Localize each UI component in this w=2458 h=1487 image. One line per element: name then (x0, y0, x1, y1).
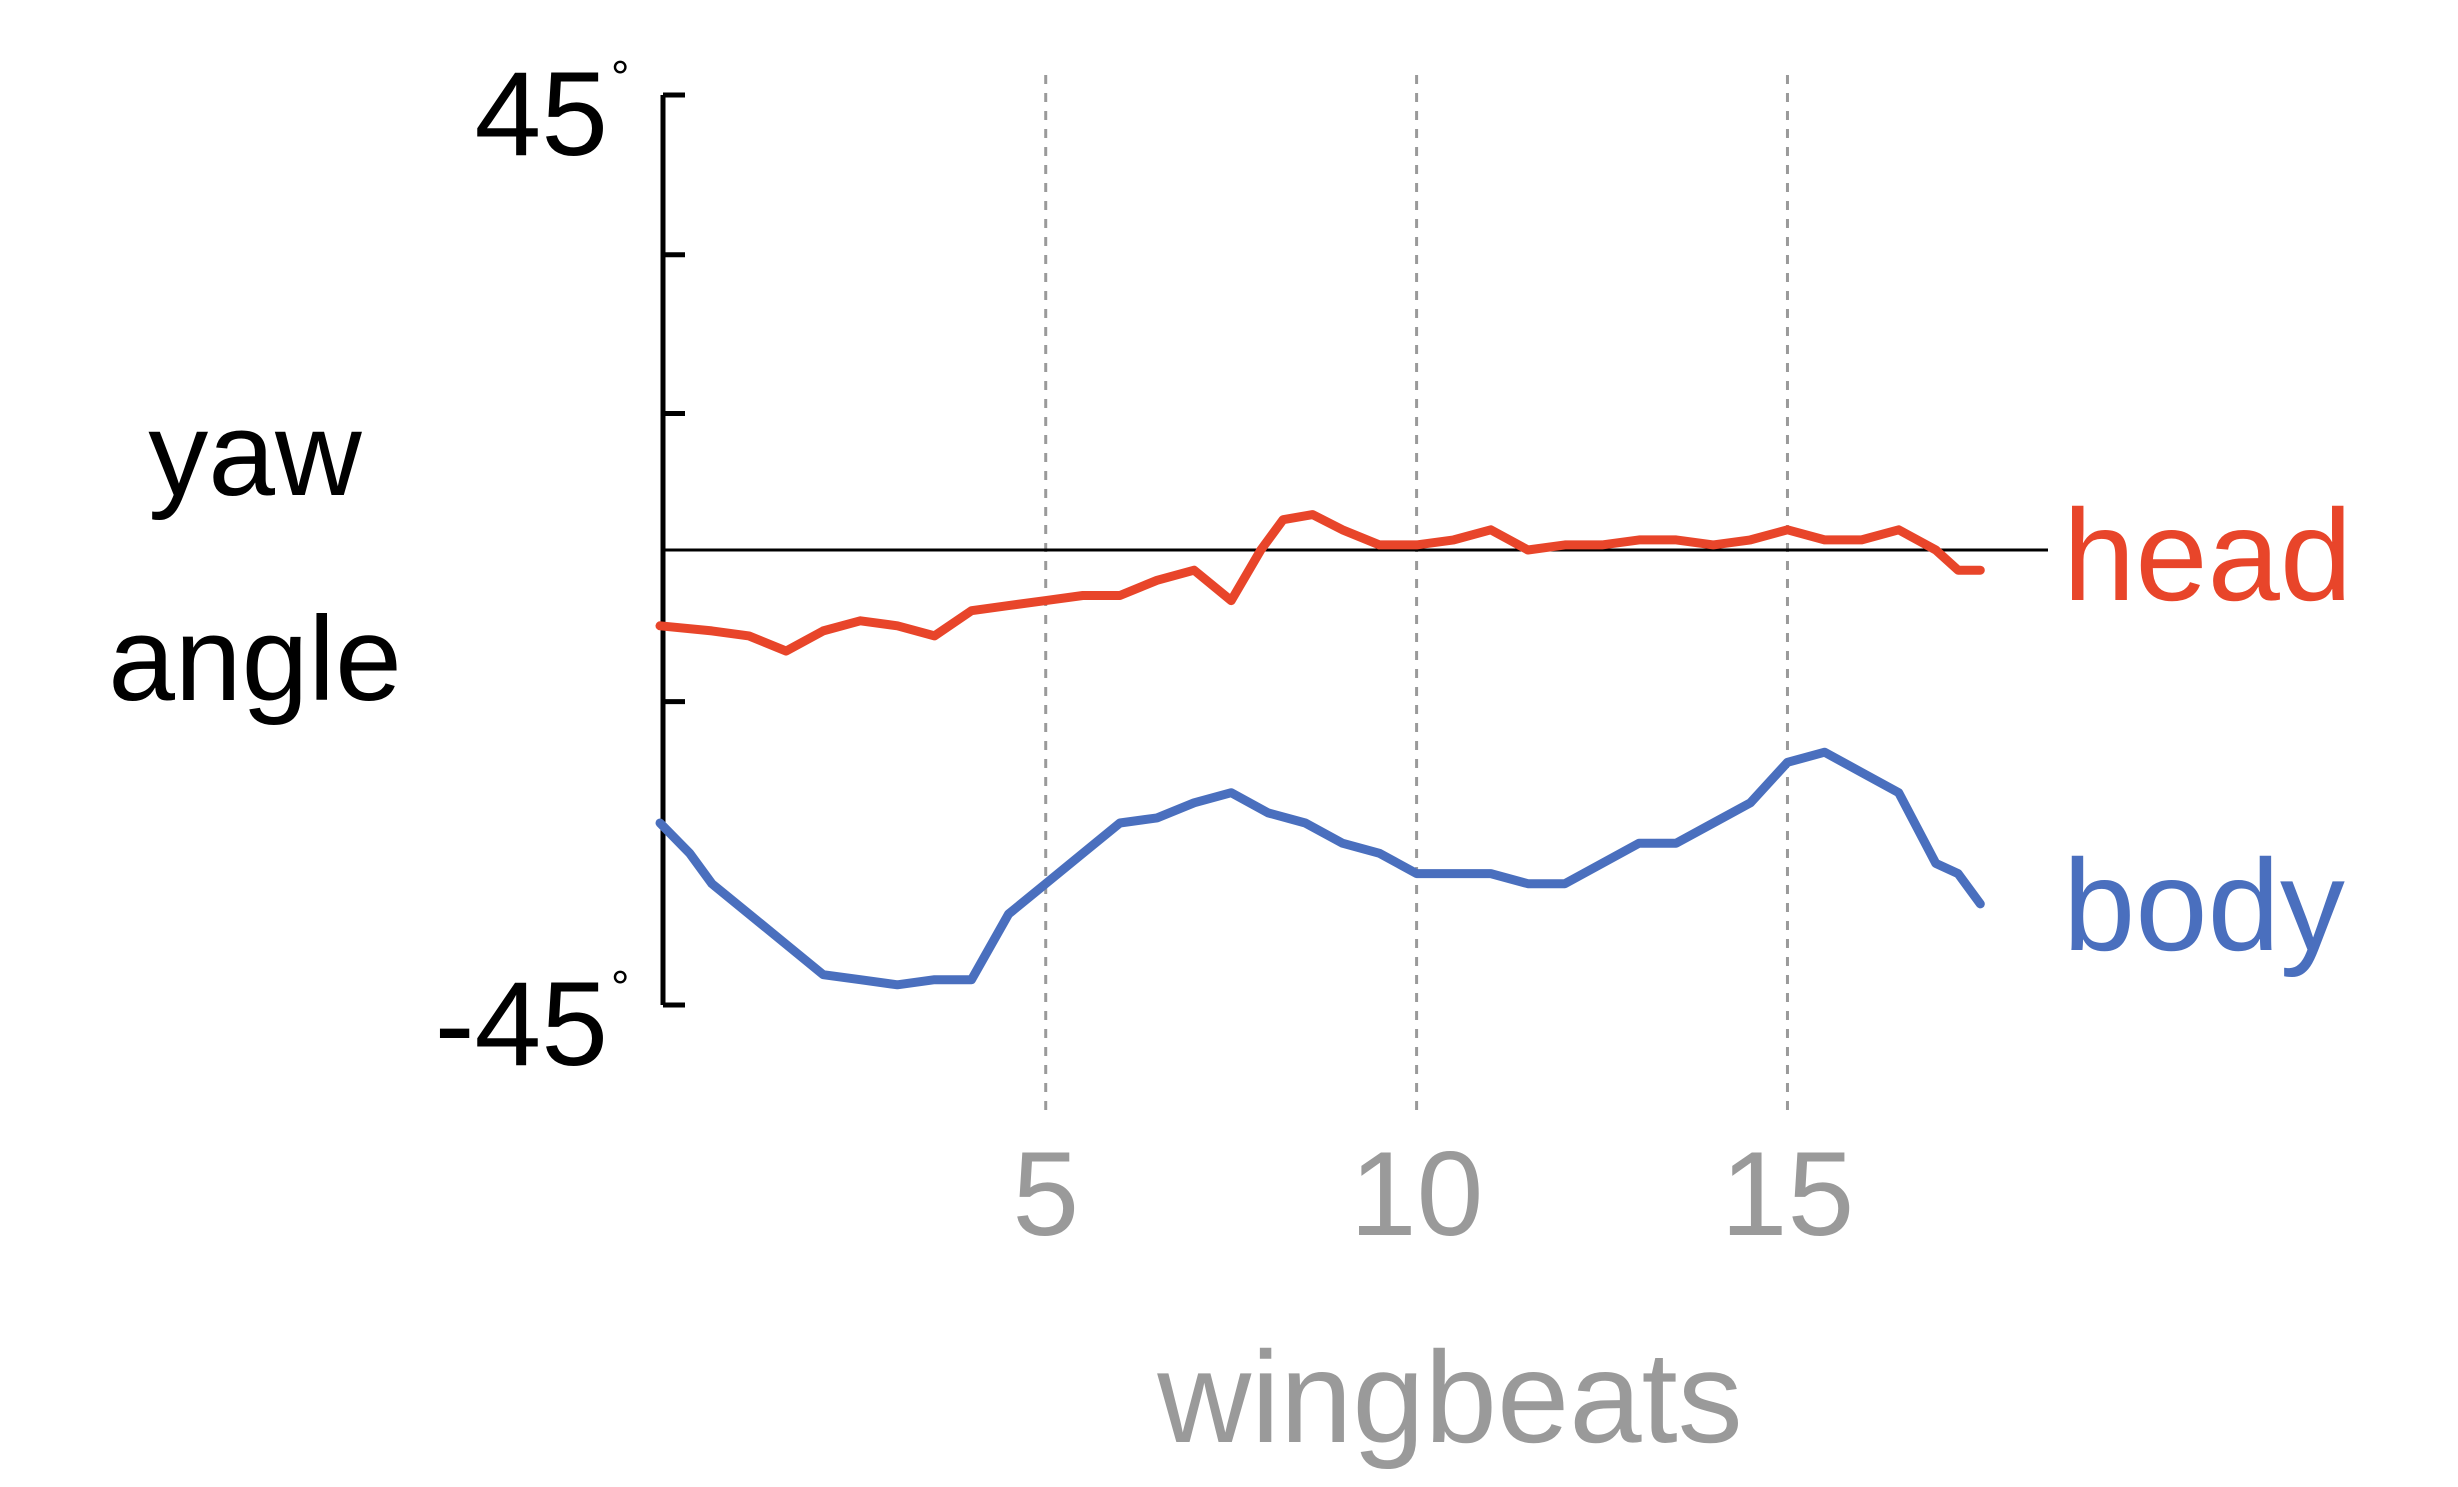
x-tick-label: 10 (1350, 1127, 1483, 1261)
x-axis-title: wingbeats (1156, 1324, 1742, 1470)
y-axis-title-line-2: angle (108, 592, 402, 726)
y-tick-labels: 45 °-45 ° (435, 47, 630, 1091)
series-label-head: head (2063, 482, 2352, 628)
y-tick-label: 45 (475, 47, 608, 181)
series-labels: head body (2063, 482, 2352, 978)
series-label-body: body (2063, 832, 2345, 978)
x-tick-label: 5 (1012, 1127, 1079, 1261)
series-line-head (655, 510, 1985, 656)
y-tick-label: -45 (435, 957, 608, 1091)
y-tick-degree: ° (611, 961, 629, 1013)
x-gridlines (1044, 75, 1789, 1110)
y-axis-title-line-1: yaw (148, 387, 362, 521)
series-lines (655, 510, 1985, 990)
y-tick-degree: ° (611, 51, 629, 103)
series-line-body (655, 747, 1985, 990)
x-tick-label: 15 (1721, 1127, 1854, 1261)
x-tick-labels: 5 10 15 (1012, 1127, 1854, 1261)
